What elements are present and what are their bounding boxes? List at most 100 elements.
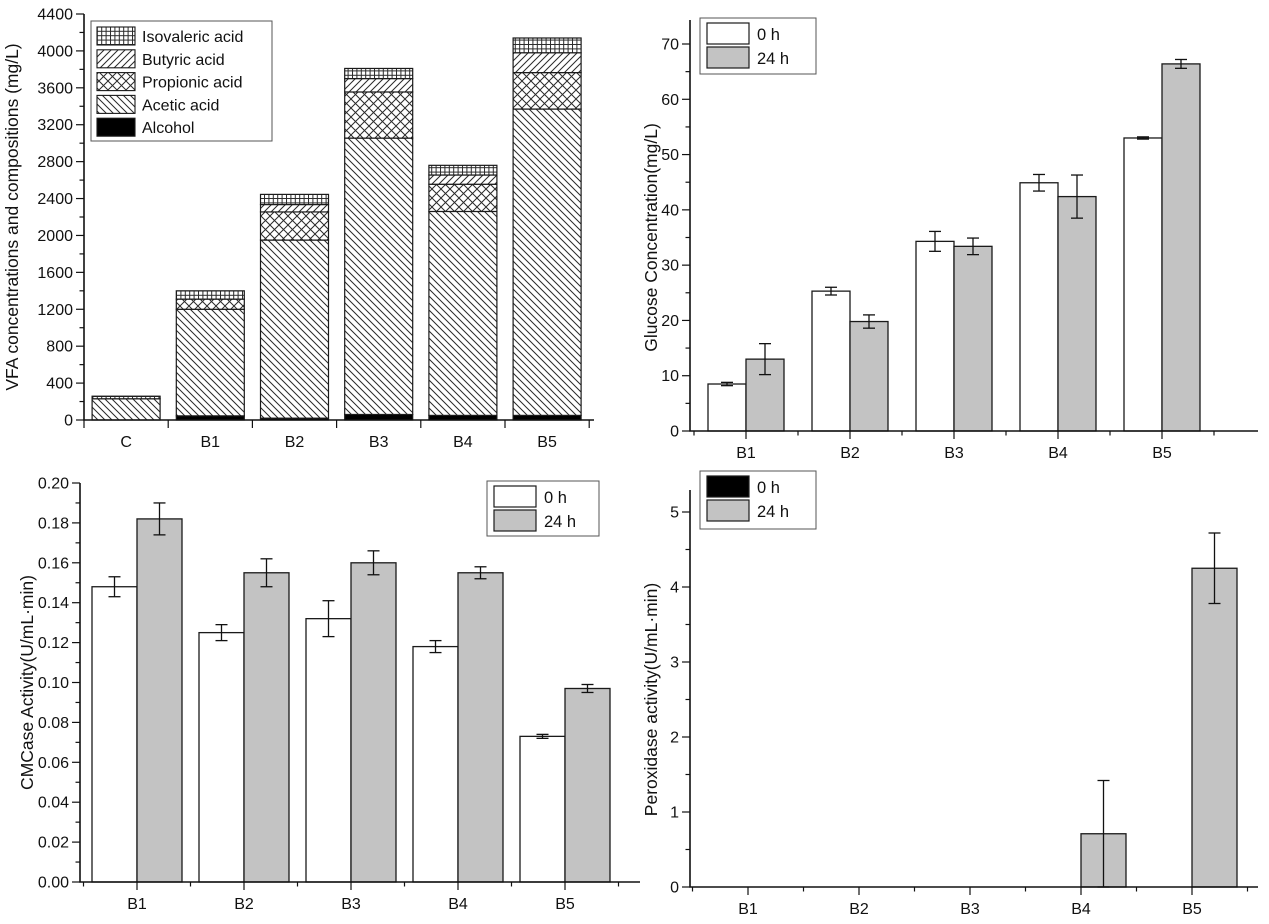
segment-isovaleric-acid-c (91, 395, 161, 400)
error-bar-24-h-b5 (1175, 58, 1187, 69)
cmcase-y-ticks (72, 482, 80, 883)
x-category-label: B5 (1152, 445, 1172, 462)
segment-propionic-acid-b3 (344, 91, 414, 139)
y-tick-label: 4 (670, 580, 679, 597)
x-category-label: B2 (849, 901, 869, 918)
segment-isovaleric-acid-b5 (512, 37, 582, 54)
legend-label-isovaleric-acid: Isovaleric acid (142, 29, 243, 46)
y-tick-label: 0 (670, 424, 679, 441)
legend-swatch-0-h (493, 485, 537, 508)
error-bar-24-h-b1 (153, 502, 166, 536)
x-category-label: C (120, 434, 132, 451)
legend-label-0-h: 0 h (757, 26, 780, 44)
legend-label-alcohol: Alcohol (142, 120, 194, 137)
error-bar-0-h-b4 (1033, 173, 1045, 192)
segment-acetic-acid-b2 (259, 239, 330, 419)
error-bar-24-h-b2 (863, 314, 875, 329)
vfa-x-ticks (83, 420, 590, 428)
x-category-label: B4 (453, 434, 473, 451)
error-bar-0-h-b5 (1137, 136, 1149, 140)
y-tick-label: 2400 (37, 191, 73, 208)
x-category-label: B1 (738, 901, 758, 918)
y-tick-label: 400 (46, 376, 73, 393)
y-tick-label: 10 (661, 368, 679, 385)
y-tick-label: 2800 (37, 154, 73, 171)
y-tick-label: 3600 (37, 80, 73, 97)
x-category-label: B1 (127, 896, 147, 913)
legend-label-0-h: 0 h (757, 479, 780, 497)
y-tick-label: 0.06 (38, 755, 69, 772)
segment-acetic-acid-c (91, 398, 161, 421)
peroxidase-y-ticks (682, 511, 690, 888)
error-bar-24-h-b1 (759, 342, 771, 376)
legend-swatch-0-h (706, 22, 750, 45)
segment-butyric-acid-b2 (259, 203, 330, 213)
bar-24-h-b4 (457, 572, 504, 883)
y-tick-label: 0 (64, 413, 73, 430)
segment-isovaleric-acid-b2 (259, 193, 330, 206)
y-tick-label: 1600 (37, 265, 73, 282)
error-bar-24-h-b4 (1071, 174, 1083, 219)
legend-label-0-h: 0 h (544, 489, 567, 507)
y-tick-label: 50 (661, 147, 679, 164)
error-bar-24-h-b3 (967, 237, 979, 256)
bar-0-h-b5 (1123, 137, 1163, 432)
error-bar-0-h-b2 (825, 286, 837, 296)
glucose-y-ticks (682, 43, 690, 432)
glucose-legend: 0 h 24 h (699, 17, 817, 75)
vfa-bars (91, 37, 582, 421)
vfa-y-ticks (76, 13, 84, 421)
y-tick-label: 2000 (37, 228, 73, 245)
segment-alcohol-b3 (344, 413, 414, 421)
x-category-label: B4 (1048, 445, 1068, 462)
segment-propionic-acid-b5 (512, 71, 582, 110)
panel-glucose: 0 10 20 30 40 50 60 70 B1 B2 B3 B4 B5 Glucose Concent… (641, 17, 1258, 462)
x-category-label: B4 (448, 896, 468, 913)
x-category-label: B1 (736, 445, 756, 462)
y-tick-label: 4400 (37, 7, 73, 24)
segment-acetic-acid-b3 (344, 137, 414, 416)
segment-acetic-acid-b4 (428, 210, 498, 416)
segment-propionic-acid-b1 (175, 298, 245, 310)
segment-isovaleric-acid-b4 (428, 164, 498, 176)
bar-0-h-b4 (1019, 182, 1059, 432)
legend-swatch-alcohol (96, 117, 136, 137)
error-bar-0-h-b3 (929, 230, 941, 252)
y-tick-label: 60 (661, 92, 679, 109)
peroxidase-bars (1080, 532, 1238, 888)
y-tick-label: 4000 (37, 43, 73, 60)
y-tick-label: 3200 (37, 117, 73, 134)
legend-label-24-h: 24 h (757, 50, 789, 68)
vfa-y-axis-title: VFA concentrations and compositions (mg/… (2, 43, 22, 390)
bar-24-h-b5 (1161, 63, 1201, 432)
x-category-label: B1 (201, 434, 221, 451)
y-tick-label: 1200 (37, 302, 73, 319)
bar-0-h-b2 (198, 631, 245, 883)
segment-isovaleric-acid-b1 (175, 290, 245, 300)
error-bar-0-h-b1 (721, 381, 733, 387)
segment-acetic-acid-b5 (512, 108, 582, 416)
bar-24-h-b3 (350, 562, 397, 883)
peroxidase-y-axis-title: Peroxidase activity(U/mL·min) (641, 583, 661, 816)
error-bar-0-h-b1 (108, 576, 121, 598)
cmcase-bars (91, 502, 611, 883)
y-tick-label: 0.20 (38, 476, 69, 493)
y-tick-label: 0.12 (38, 635, 69, 652)
error-bar-0-h-b2 (215, 623, 228, 642)
bar-24-h-b2 (849, 320, 889, 432)
y-tick-label: 0.02 (38, 835, 69, 852)
x-category-label: B3 (369, 434, 389, 451)
bar-24-h-b5 (564, 687, 611, 883)
cmcase-x-ticks (82, 882, 620, 890)
legend-swatch-butyric-acid (96, 49, 136, 69)
bar-0-h-b2 (811, 290, 851, 432)
legend-label-propionic-acid: Propionic acid (142, 75, 243, 92)
legend-swatch-0-h (706, 475, 750, 498)
legend-swatch-isovaleric-acid (96, 26, 136, 46)
y-tick-label: 0.14 (38, 595, 69, 612)
panel-cmcase: 0.00 0.02 0.04 0.06 0.08 0.10 0.12 0.14 0.16 0.18… (17, 476, 640, 913)
y-tick-label: 5 (670, 505, 679, 522)
error-bar-24-h-b3 (367, 550, 380, 576)
